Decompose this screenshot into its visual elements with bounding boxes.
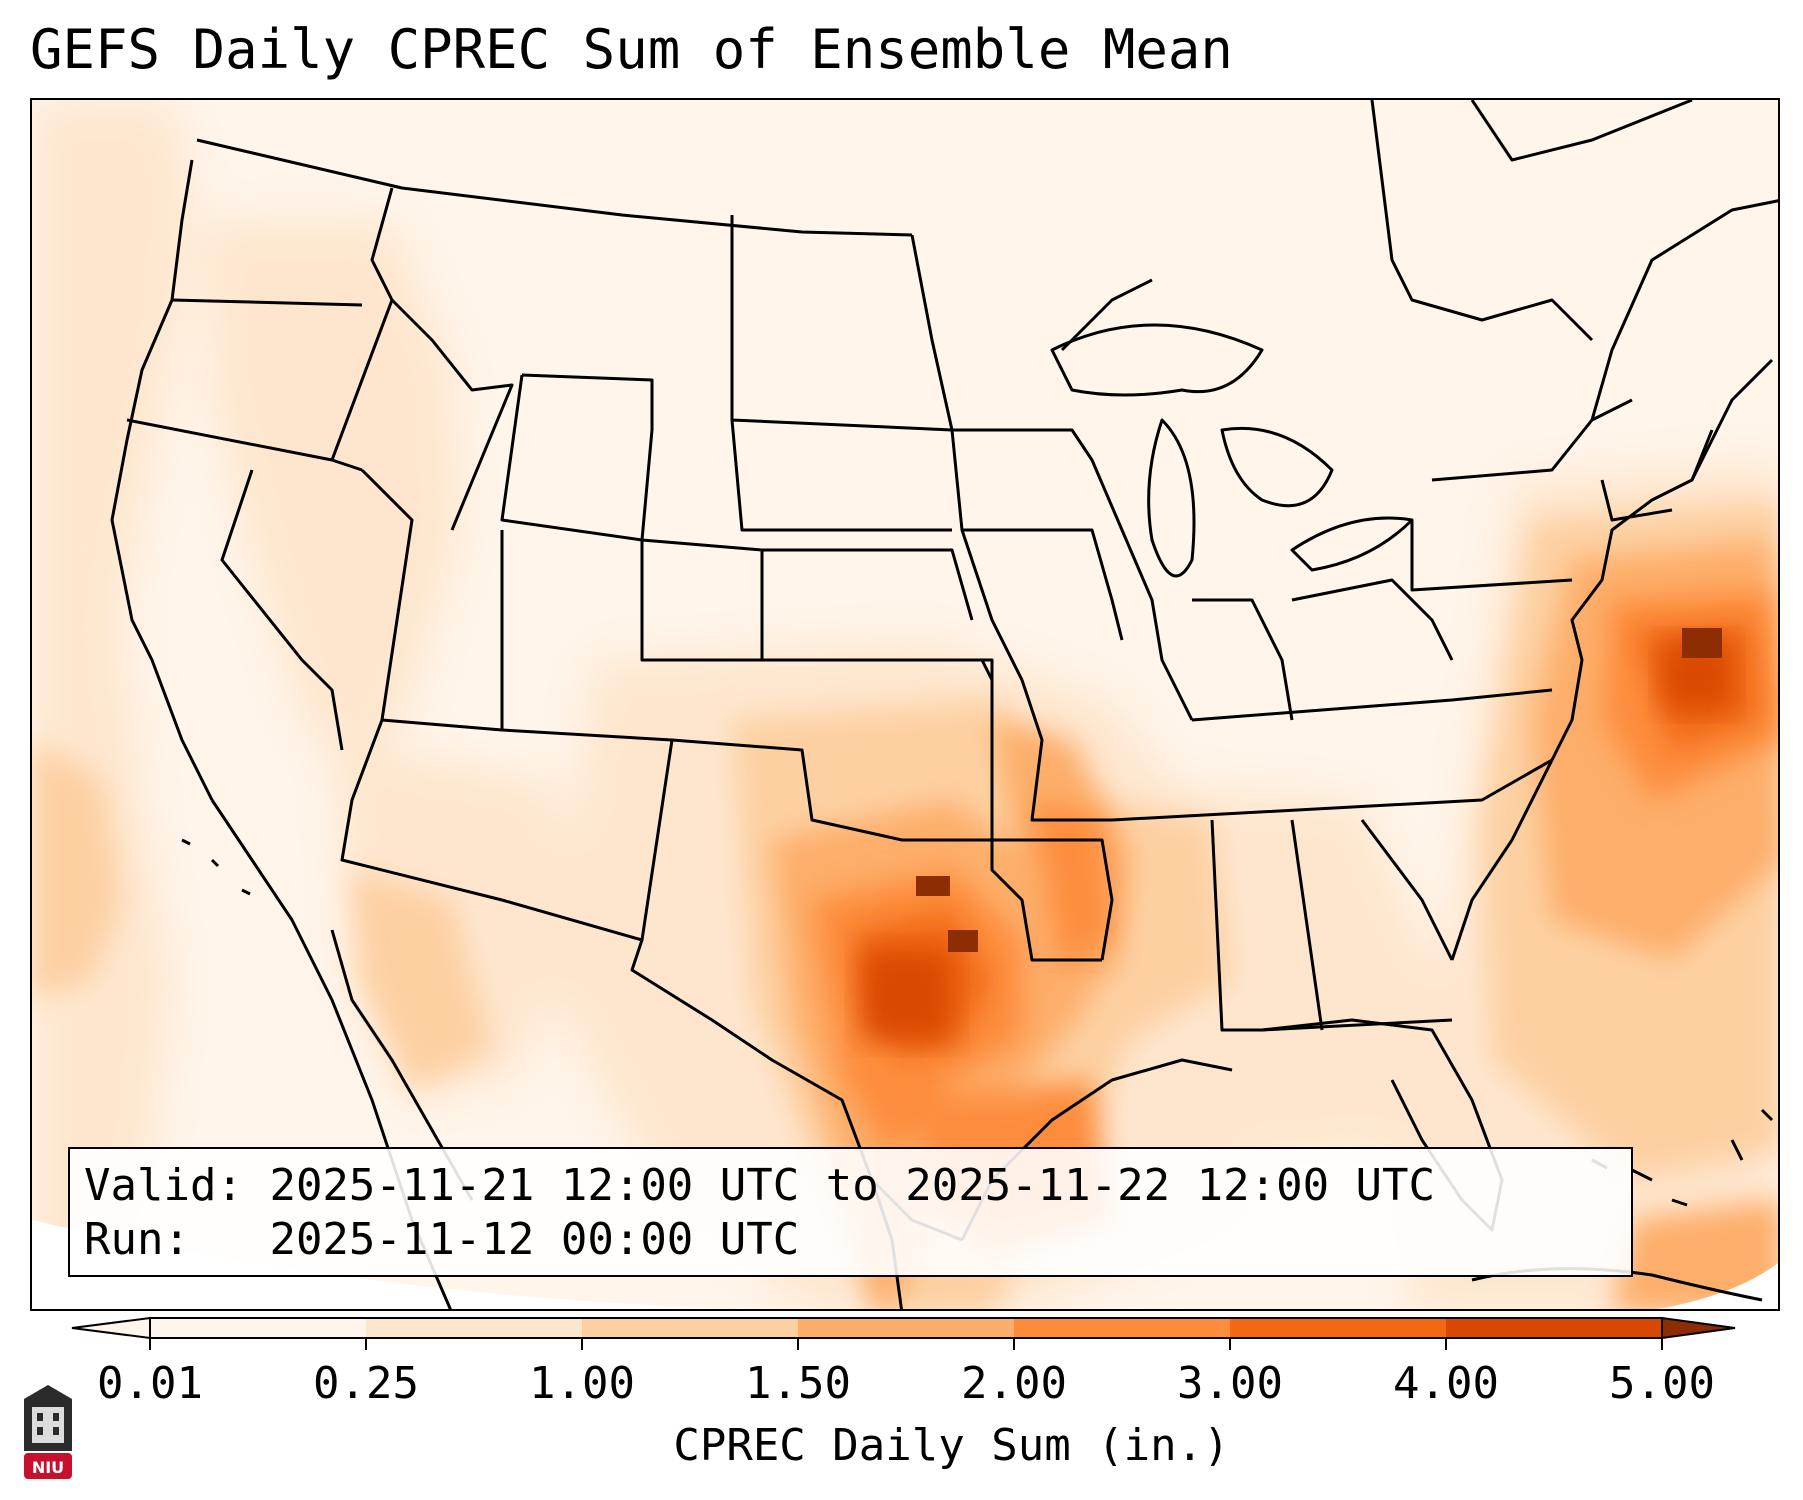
colorbar-segment bbox=[150, 1318, 367, 1338]
logo-color bbox=[24, 1453, 72, 1479]
colorbar-extend-max bbox=[1661, 1316, 1736, 1340]
run-value: 2025-11-12 00:00 UTC bbox=[269, 1214, 800, 1265]
valid-label: Valid: bbox=[84, 1160, 243, 1211]
colorbar bbox=[71, 1316, 1736, 1350]
colorbar-tick-label: 1.00 bbox=[529, 1358, 635, 1409]
run-label: Run: bbox=[84, 1214, 190, 1265]
colorbar-tick-label: 4.00 bbox=[1393, 1358, 1499, 1409]
colorbar-label: CPREC Daily Sum (in.) bbox=[673, 1420, 1230, 1471]
colorbar-segment bbox=[798, 1318, 1015, 1338]
colorbar-outline bbox=[149, 1317, 1663, 1339]
valid-value: 2025-11-21 12:00 UTC to 2025-11-22 12:00… bbox=[269, 1160, 1436, 1211]
page-title: GEFS Daily CPREC Sum of Ensemble Mean bbox=[30, 18, 1233, 81]
colorbar-extend-min bbox=[71, 1316, 151, 1340]
colorbar-tick-label: 1.50 bbox=[745, 1358, 851, 1409]
colorbar-tick-label: 3.00 bbox=[1177, 1358, 1283, 1409]
valid-run-info-box: Valid: 2025-11-21 12:00 UTC to 2025-11-2… bbox=[68, 1147, 1633, 1277]
colorbar-segment bbox=[582, 1318, 799, 1338]
colorbar-segment bbox=[1446, 1318, 1663, 1338]
colorbar-tick-label: 2.00 bbox=[961, 1358, 1067, 1409]
max-texas bbox=[916, 876, 950, 896]
map-panel bbox=[30, 98, 1780, 1311]
domain-edge-left bbox=[32, 1220, 730, 1309]
colorbar-segment bbox=[366, 1318, 583, 1338]
max-texas-2 bbox=[948, 930, 978, 952]
colorbar-tick-label: 0.01 bbox=[97, 1358, 203, 1409]
niu-logo: NIU bbox=[24, 1385, 72, 1479]
colorbar-tick-label: 0.25 bbox=[313, 1358, 419, 1409]
colorbar-segment bbox=[1014, 1318, 1231, 1338]
state-boundaries bbox=[110, 100, 1778, 1309]
colorbar-tick-label: 5.00 bbox=[1609, 1358, 1715, 1409]
valid-line: Valid: 2025-11-21 12:00 UTC to 2025-11-2… bbox=[84, 1159, 1617, 1213]
precipitation-map bbox=[32, 100, 1778, 1309]
logo-text: NIU bbox=[32, 1458, 64, 1477]
run-line: Run: 2025-11-12 00:00 UTC bbox=[84, 1213, 1617, 1267]
max-atlantic bbox=[1682, 628, 1722, 658]
colorbar-segment bbox=[1230, 1318, 1447, 1338]
